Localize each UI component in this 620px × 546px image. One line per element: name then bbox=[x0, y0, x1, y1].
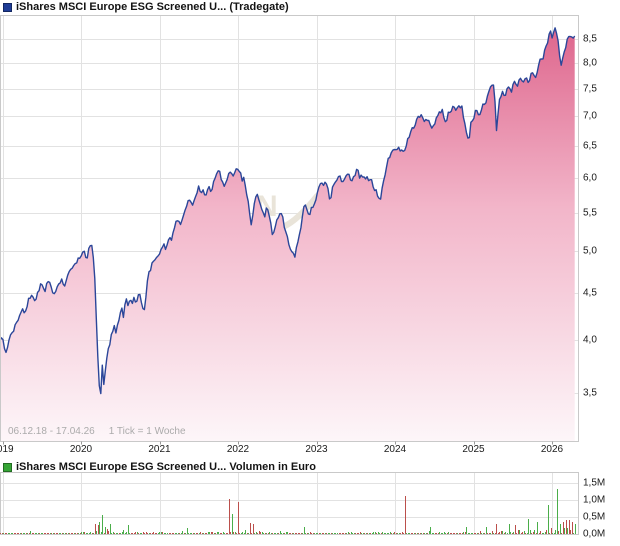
volume-chart-title: iShares MSCI Europe ESG Screened U... Vo… bbox=[16, 461, 316, 473]
volume-bars bbox=[0, 489, 576, 534]
price-y-axis-label: 5,0 bbox=[583, 245, 597, 257]
year-axis-label: 2023 bbox=[305, 444, 328, 455]
price-y-axis-label: 7,0 bbox=[583, 110, 597, 122]
price-area-series bbox=[0, 27, 576, 442]
year-axis-label: 2020 bbox=[69, 444, 93, 455]
price-y-axis-label: 4,5 bbox=[583, 287, 597, 299]
volume-legend-square-icon bbox=[3, 463, 12, 472]
tick-interval-label: 1 Tick = 1 Woche bbox=[108, 426, 186, 437]
price-y-axis-label: 8,0 bbox=[583, 57, 597, 69]
volume-y-axis-label: 0,5M bbox=[583, 511, 606, 523]
volume-y-axis-label: 1,5M bbox=[583, 477, 606, 489]
year-axis-label: 2019 bbox=[0, 444, 14, 455]
price-y-axis-label: 7,5 bbox=[583, 83, 597, 95]
price-y-axis-label: 3,5 bbox=[583, 387, 597, 399]
year-axis-label: 2022 bbox=[226, 444, 250, 455]
price-plot-border bbox=[0, 15, 579, 442]
year-axis-label: 2025 bbox=[462, 444, 485, 455]
price-y-axis-label: 6,0 bbox=[583, 172, 597, 184]
volume-y-axis-label: 1,0M bbox=[583, 494, 606, 506]
price-legend-square-icon bbox=[3, 3, 12, 12]
price-y-axis-label: 5,5 bbox=[583, 207, 597, 219]
price-y-axis-label: 8,5 bbox=[583, 33, 597, 45]
price-y-axis-label: 6,5 bbox=[583, 140, 597, 152]
date-range-label: 06.12.18 - 17.04.26 bbox=[8, 426, 95, 437]
volume-plot-border bbox=[0, 472, 579, 535]
year-axis-label: 2021 bbox=[148, 444, 171, 455]
chart-info-line: 06.12.18 - 17.04.26 1 Tick = 1 Woche bbox=[8, 426, 200, 437]
year-axis-label: 2024 bbox=[383, 444, 407, 455]
volume-gridlines bbox=[0, 472, 579, 535]
x-axis-ticks bbox=[3, 441, 553, 445]
volume-y-axis-label: 0,0M bbox=[583, 528, 606, 540]
price-y-axis-label: 4,0 bbox=[583, 334, 597, 346]
price-chart-title: iShares MSCI Europe ESG Screened U... (T… bbox=[16, 1, 289, 13]
year-axis-label: 2026 bbox=[540, 444, 564, 455]
